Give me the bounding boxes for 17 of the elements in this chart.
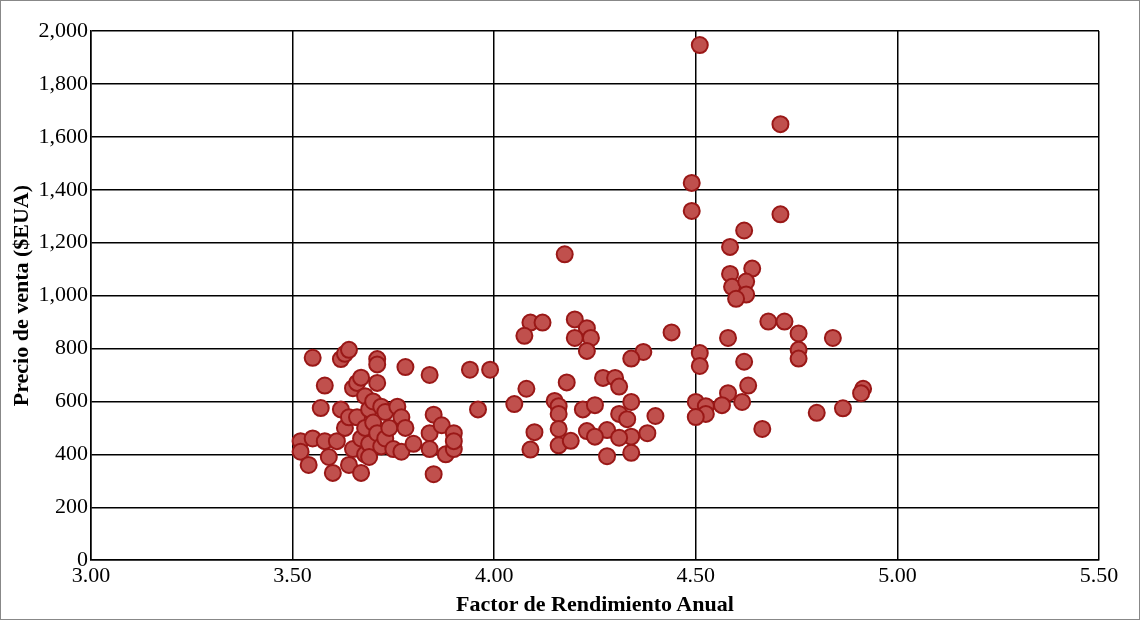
x-tick-label: 5.00 [878,562,917,588]
x-axis-title: Factor de Rendimiento Anual [456,591,734,617]
y-axis-title: Precio de venta ($EUA) [7,184,33,407]
y-tick-label: 200 [54,493,88,519]
x-tick-label: 5.50 [1079,562,1119,588]
y-tick-label: 2,000 [38,16,88,42]
y-tick-label: 1,400 [38,175,88,201]
y-tick-label: 1,600 [38,122,88,148]
y-tick-label: 1,000 [38,281,88,307]
x-tick-label: 3.50 [273,562,312,588]
x-tick-label: 4.00 [474,562,514,588]
y-tick-label: 400 [54,440,88,466]
y-tick-label: 800 [54,334,88,360]
y-tick-label: 1,200 [38,228,88,254]
x-tick-label: 4.50 [676,562,716,588]
y-tick-label: 1,800 [38,69,88,95]
y-tick-label: 600 [54,387,88,413]
